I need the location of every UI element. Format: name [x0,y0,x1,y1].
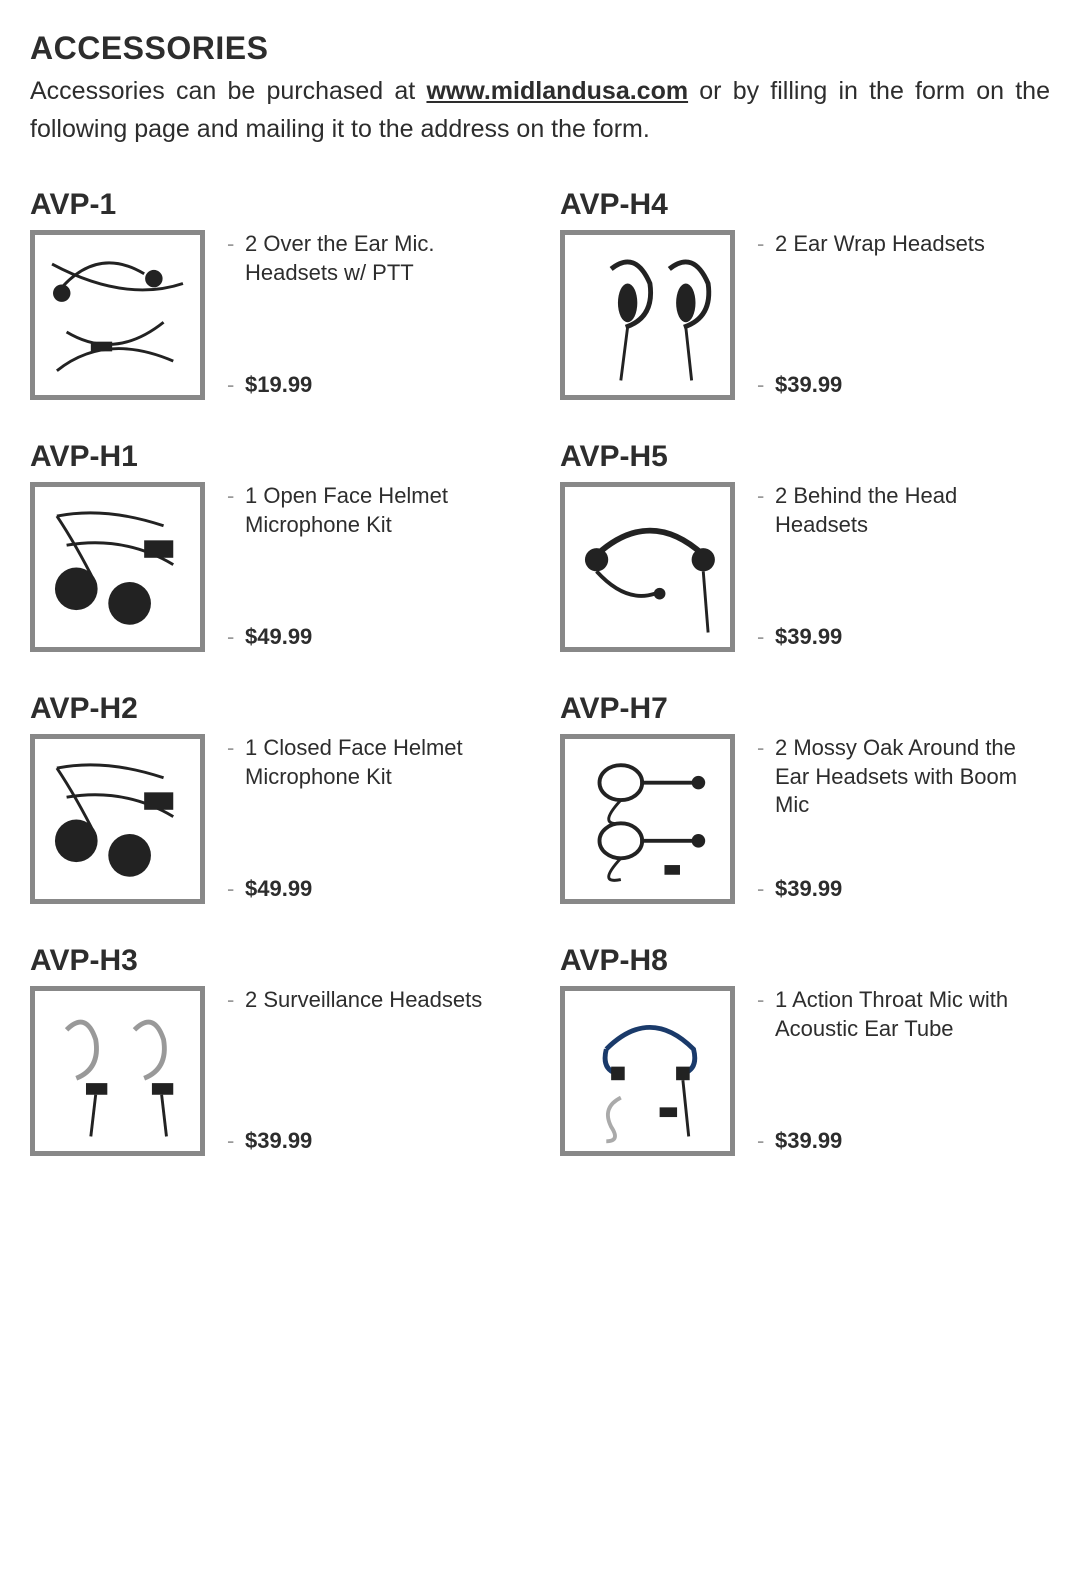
product-image [560,986,735,1156]
product-desc-line: -1 Action Throat Mic with Acoustic Ear T… [757,986,1050,1043]
bullet-dash-icon: - [757,734,775,763]
product-card: AVP-H1-1 Open Face Helmet Microphone Kit… [30,440,520,652]
intro-pre: Accessories can be purchased at [30,77,426,105]
bullet-dash-icon: - [227,875,245,904]
product-code: AVP-H3 [30,944,520,978]
product-card: AVP-H3-2 Surveillance Headsets-$39.99 [30,944,520,1156]
product-info: -1 Action Throat Mic with Acoustic Ear T… [735,986,1050,1156]
product-description: 2 Surveillance Headsets [245,986,520,1015]
product-code: AVP-H5 [560,440,1050,474]
product-card: AVP-H2-1 Closed Face Helmet Microphone K… [30,692,520,904]
product-price-line: -$39.99 [757,875,1050,904]
product-image [30,986,205,1156]
page-title: ACCESSORIES [30,30,1050,67]
product-price-line: -$39.99 [227,1127,520,1156]
bullet-dash-icon: - [227,230,245,259]
product-code: AVP-1 [30,188,520,222]
product-price: $39.99 [775,875,1050,904]
bullet-dash-icon: - [757,1127,775,1156]
bullet-dash-icon: - [227,986,245,1015]
product-description: 2 Ear Wrap Headsets [775,230,1050,259]
product-body: -2 Mossy Oak Around the Ear Headsets wit… [560,734,1050,904]
product-image [30,482,205,652]
product-image [30,734,205,904]
product-description: 1 Open Face Helmet Microphone Kit [245,482,520,539]
product-description: 2 Behind the Head Headsets [775,482,1050,539]
product-price-line: -$39.99 [757,623,1050,652]
product-info: -1 Closed Face Helmet Microphone Kit-$49… [205,734,520,904]
product-price-line: -$49.99 [227,623,520,652]
bullet-dash-icon: - [227,1127,245,1156]
product-price-line: -$39.99 [757,1127,1050,1156]
bullet-dash-icon: - [757,986,775,1015]
product-body: -2 Over the Ear Mic. Headsets w/ PTT-$19… [30,230,520,400]
product-desc-line: -2 Mossy Oak Around the Ear Headsets wit… [757,734,1050,820]
product-card: AVP-1-2 Over the Ear Mic. Headsets w/ PT… [30,188,520,400]
product-code: AVP-H4 [560,188,1050,222]
product-description: 2 Over the Ear Mic. Headsets w/ PTT [245,230,520,287]
product-body: -2 Ear Wrap Headsets-$39.99 [560,230,1050,400]
product-desc-line: -1 Closed Face Helmet Microphone Kit [227,734,520,791]
product-info: -2 Ear Wrap Headsets-$39.99 [735,230,1050,400]
product-info: -1 Open Face Helmet Microphone Kit-$49.9… [205,482,520,652]
bullet-dash-icon: - [227,371,245,400]
products-grid: AVP-1-2 Over the Ear Mic. Headsets w/ PT… [30,188,1050,1156]
product-info: -2 Over the Ear Mic. Headsets w/ PTT-$19… [205,230,520,400]
product-desc-line: -2 Behind the Head Headsets [757,482,1050,539]
product-info: -2 Surveillance Headsets-$39.99 [205,986,520,1156]
product-price-line: -$39.99 [757,371,1050,400]
product-info: -2 Mossy Oak Around the Ear Headsets wit… [735,734,1050,904]
product-card: AVP-H8-1 Action Throat Mic with Acoustic… [560,944,1050,1156]
product-body: -1 Open Face Helmet Microphone Kit-$49.9… [30,482,520,652]
product-desc-line: -1 Open Face Helmet Microphone Kit [227,482,520,539]
product-image [560,482,735,652]
product-body: -2 Surveillance Headsets-$39.99 [30,986,520,1156]
product-price-line: -$19.99 [227,371,520,400]
bullet-dash-icon: - [757,371,775,400]
intro-text: Accessories can be purchased at www.midl… [30,73,1050,148]
product-price: $39.99 [775,623,1050,652]
product-description: 1 Closed Face Helmet Microphone Kit [245,734,520,791]
bullet-dash-icon: - [227,482,245,511]
product-image [560,734,735,904]
product-price: $39.99 [775,1127,1050,1156]
product-price-line: -$49.99 [227,875,520,904]
product-price: $49.99 [245,875,520,904]
product-desc-line: -2 Over the Ear Mic. Headsets w/ PTT [227,230,520,287]
product-image [560,230,735,400]
product-price: $39.99 [245,1127,520,1156]
product-price: $19.99 [245,371,520,400]
product-body: -2 Behind the Head Headsets-$39.99 [560,482,1050,652]
bullet-dash-icon: - [757,482,775,511]
bullet-dash-icon: - [227,734,245,763]
product-desc-line: -2 Ear Wrap Headsets [757,230,1050,259]
product-card: AVP-H5-2 Behind the Head Headsets-$39.99 [560,440,1050,652]
bullet-dash-icon: - [227,623,245,652]
product-code: AVP-H2 [30,692,520,726]
product-price: $49.99 [245,623,520,652]
product-price: $39.99 [775,371,1050,400]
product-card: AVP-H4-2 Ear Wrap Headsets-$39.99 [560,188,1050,400]
product-body: -1 Action Throat Mic with Acoustic Ear T… [560,986,1050,1156]
product-card: AVP-H7-2 Mossy Oak Around the Ear Headse… [560,692,1050,904]
product-image [30,230,205,400]
bullet-dash-icon: - [757,230,775,259]
product-code: AVP-H1 [30,440,520,474]
bullet-dash-icon: - [757,875,775,904]
product-code: AVP-H8 [560,944,1050,978]
bullet-dash-icon: - [757,623,775,652]
product-description: 1 Action Throat Mic with Acoustic Ear Tu… [775,986,1050,1043]
product-description: 2 Mossy Oak Around the Ear Headsets with… [775,734,1050,820]
product-desc-line: -2 Surveillance Headsets [227,986,520,1015]
product-info: -2 Behind the Head Headsets-$39.99 [735,482,1050,652]
product-body: -1 Closed Face Helmet Microphone Kit-$49… [30,734,520,904]
intro-link[interactable]: www.midlandusa.com [426,77,688,105]
product-code: AVP-H7 [560,692,1050,726]
